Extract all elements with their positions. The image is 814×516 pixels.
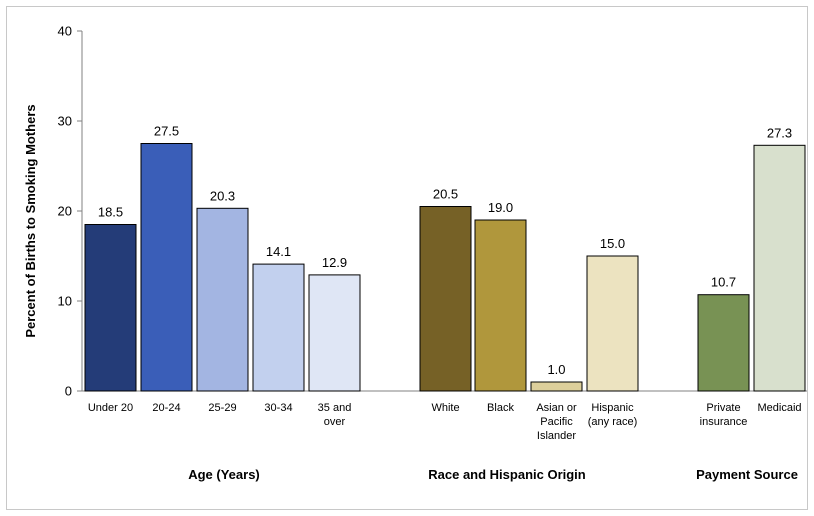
category-label: Black	[487, 402, 514, 414]
bar-value-label: 14.1	[266, 244, 291, 259]
bar-chart: Percent of Births to Smoking Mothers 0 10…	[23, 24, 807, 483]
bar-value-label: 20.5	[433, 187, 458, 202]
bar	[530, 381, 583, 392]
chart-frame: Percent of Births to Smoking Mothers 0 10…	[6, 6, 808, 510]
bar	[140, 143, 193, 392]
bar	[84, 224, 137, 392]
category-label: Private insurance	[700, 402, 748, 428]
bar	[697, 294, 750, 392]
category-label: Asian or Pacific Islander	[536, 402, 577, 442]
group-title: Age (Years)	[188, 467, 260, 482]
bar-value-label: 20.3	[210, 188, 235, 203]
bar-value-label: 1.0	[547, 362, 565, 377]
bar	[308, 274, 361, 392]
bar	[753, 144, 806, 392]
y-tick-label: 40	[58, 24, 72, 39]
bar	[196, 207, 249, 392]
bar-value-label: 10.7	[711, 275, 736, 290]
bar	[252, 263, 305, 392]
bar-value-label: 19.0	[488, 200, 513, 215]
group-title: Payment Source	[696, 467, 798, 482]
bar	[586, 255, 639, 392]
y-tick-label: 10	[58, 294, 72, 309]
category-label: Medicaid	[757, 402, 801, 414]
bar	[419, 206, 472, 392]
group-title: Race and Hispanic Origin	[428, 467, 586, 482]
y-tick-label: 0	[65, 384, 72, 399]
category-label: Under 20	[88, 402, 133, 414]
bars	[84, 143, 806, 392]
category-label: 35 and over	[318, 402, 352, 428]
category-label: 30-34	[264, 402, 292, 414]
bar-value-label: 18.5	[98, 205, 123, 220]
bar-value-label: 27.5	[154, 124, 179, 139]
category-label: 20-24	[152, 402, 180, 414]
y-tick-label: 30	[58, 114, 72, 129]
y-tick-label: 20	[58, 204, 72, 219]
bar-value-label: 12.9	[322, 255, 347, 270]
category-label: 25-29	[208, 402, 236, 414]
bar	[474, 219, 527, 392]
labels: 18.5 Under 20 27.5 20-24 20.3 25-29 14.1 30-34 1…	[88, 124, 802, 483]
category-label: White	[431, 402, 459, 414]
bar-value-label: 15.0	[600, 236, 625, 251]
y-axis-label: Percent of Births to Smoking Mothers	[23, 104, 38, 337]
bar-value-label: 27.3	[767, 125, 792, 140]
category-label: Hispanic (any race)	[588, 402, 638, 428]
